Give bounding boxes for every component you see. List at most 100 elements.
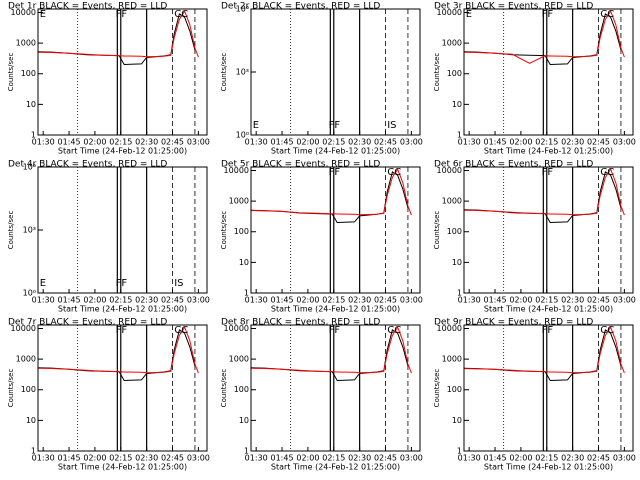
x-tick-label: 02:15 [535,296,558,305]
x-tick-label: 03:00 [400,454,423,463]
y-tick-label: 1000 [16,355,36,364]
series-line [250,168,412,216]
x-tick-label: 01:45 [58,454,81,463]
x-tick-label: 01:30 [458,138,481,147]
x-tick-label: 03:00 [613,454,636,463]
panel-title: Det 1r BLACK = Events, RED = LLD [8,2,167,12]
x-tick-label: 02:45 [161,296,184,305]
x-axis-label: Start Time (24-Feb-12 01:25:00) [271,147,400,156]
x-tick-label: 02:45 [587,138,610,147]
series-line [463,168,625,216]
x-tick-label: 03:00 [613,296,636,305]
y-tick-label: 100 [447,227,462,236]
x-tick-label: 02:30 [561,296,584,305]
y-tick-label: 10³ [23,226,36,235]
y-axis-label: Counts/sec [7,369,15,408]
x-tick-label: 02:30 [561,454,584,463]
y-axis-label: Counts/sec [433,211,441,250]
x-tick-label: 02:15 [535,454,558,463]
x-tick-label: 01:45 [484,296,507,305]
x-tick-label: 02:45 [374,454,397,463]
x-tick-label: 01:30 [245,296,268,305]
y-tick-label: 10000 [437,8,462,17]
plot-frame [250,166,421,294]
y-tick-label: 10000 [224,324,249,333]
plot-frame [463,8,634,136]
x-tick-label: 03:00 [187,454,210,463]
x-tick-label: 02:45 [161,454,184,463]
event-label: IS [387,120,396,131]
y-tick-label: 100 [447,69,462,78]
y-axis-label: Counts/sec [433,369,441,408]
y-tick-label: 10 [239,416,249,425]
plot-frame [37,324,208,452]
x-tick-label: 02:00 [83,138,106,147]
series-line [250,171,409,224]
x-axis-label: Start Time (24-Feb-12 01:25:00) [58,147,187,156]
x-tick-label: 01:30 [32,454,55,463]
y-tick-label: 100 [447,385,462,394]
x-tick-label: 01:30 [32,296,55,305]
x-tick-label: 03:00 [187,138,210,147]
x-tick-label: 02:45 [161,138,184,147]
y-tick-label: 10³ [236,68,249,77]
event-label: CC [387,167,401,178]
series-line [250,326,412,374]
y-axis-label: Counts/sec [7,211,15,250]
y-axis-label: Counts/sec [433,53,441,92]
x-tick-label: 02:45 [374,138,397,147]
x-tick-label: 02:00 [509,138,532,147]
x-axis-label: Start Time (24-Feb-12 01:25:00) [484,305,613,314]
x-tick-label: 02:30 [348,454,371,463]
x-tick-label: 02:15 [322,138,345,147]
y-tick-label: 10000 [437,324,462,333]
x-tick-label: 02:45 [587,296,610,305]
y-tick-label: 10 [26,416,36,425]
panel-title: Det 4r BLACK = Events, RED = LLD [8,160,167,170]
x-tick-label: 02:45 [374,296,397,305]
event-label: CC [600,325,614,336]
y-tick-label: 1 [457,447,462,456]
x-tick-label: 02:30 [135,138,158,147]
x-tick-label: 03:00 [187,296,210,305]
plot-frame [250,324,421,452]
x-tick-label: 03:00 [400,296,423,305]
x-tick-label: 02:45 [587,454,610,463]
y-tick-label: 1000 [229,355,249,364]
x-tick-label: 01:45 [271,296,294,305]
x-tick-label: 02:00 [296,454,319,463]
event-label: FF [329,120,341,131]
series-line [37,10,199,58]
series-line [250,329,409,382]
panel-title: Det 6r BLACK = Events, RED = LLD [434,160,593,170]
panel-title: Det 7r BLACK = Events, RED = LLD [8,318,167,328]
event-label: FF [116,9,128,20]
event-label: E [466,9,472,20]
y-tick-label: 10 [452,258,462,267]
panel-title: Det 5r BLACK = Events, RED = LLD [221,160,380,170]
y-tick-label: 1000 [442,39,462,48]
y-tick-label: 10000 [224,166,249,175]
event-label: FF [542,167,554,178]
y-tick-label: 100 [21,69,36,78]
event-label: CC [387,325,401,336]
x-tick-label: 02:30 [135,454,158,463]
x-tick-label: 01:30 [458,296,481,305]
event-label: E [40,9,46,20]
x-tick-label: 02:15 [109,454,132,463]
x-tick-label: 02:00 [296,296,319,305]
event-label: FF [542,325,554,336]
event-label: FF [329,325,341,336]
x-tick-label: 02:00 [83,454,106,463]
y-tick-label: 1 [31,131,36,140]
event-label: FF [116,278,128,289]
plot-frame [250,8,421,136]
event-label: FF [542,9,554,20]
y-tick-label: 1 [244,447,249,456]
event-label: CC [600,9,614,20]
x-tick-label: 01:45 [271,138,294,147]
series-line [463,10,625,64]
y-axis-label: Counts/sec [220,53,228,92]
y-tick-label: 10 [239,258,249,267]
